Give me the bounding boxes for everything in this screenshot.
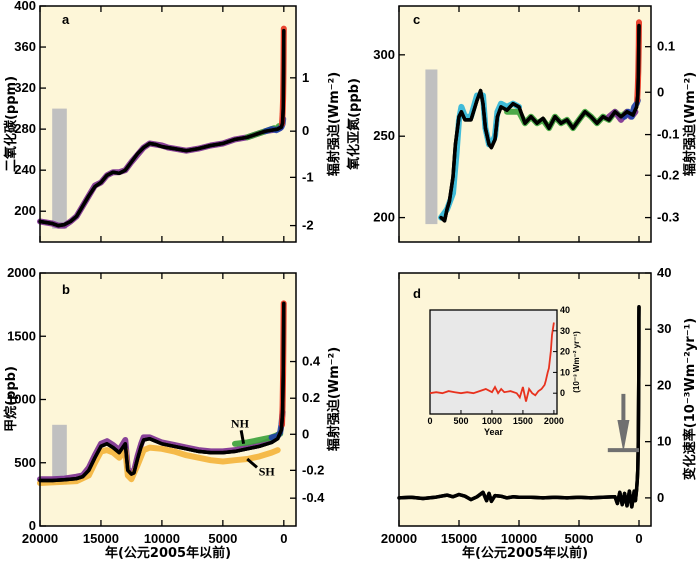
panel-b-y2tick-label: 0.2 — [302, 390, 320, 405]
panel-c-ylabel: 氧化亚氮(ppb) — [346, 78, 362, 171]
panel-b-ytick-label: 500 — [14, 455, 36, 470]
panel-d-y2tick-label: 10 — [657, 434, 671, 449]
inset-ylabel: (10⁻³ Wm⁻² yr⁻¹) — [572, 331, 581, 393]
panel-b-background — [40, 273, 296, 526]
panel-c-y2tick-label: 0 — [657, 84, 664, 99]
panel-a-y2tick-label: 1 — [302, 70, 309, 85]
panel-a-gray-bar — [52, 108, 67, 229]
panel-a-ylabel: 二氧化碳(ppm) — [3, 76, 19, 172]
panel-d-y2tick-label: 0 — [657, 490, 664, 505]
panel-a-ytick-label: 240 — [14, 162, 36, 177]
panel-b-xtick-label: 5000 — [208, 531, 237, 546]
panel-b-annotation: SH — [259, 464, 276, 478]
inset-ytick-label: 40 — [560, 305, 570, 315]
panel-d-y2tick-label: 30 — [657, 321, 671, 336]
panel-a-y2tick-label: -2 — [302, 218, 314, 233]
panel-a-ytick-label: 280 — [14, 121, 36, 136]
panel-d-xtick-label: 0 — [635, 531, 642, 546]
panel-d-arrow-head — [617, 419, 630, 453]
panel-b-letter: b — [62, 282, 70, 297]
panel-d-main-line — [398, 306, 641, 509]
inset-ytick-label: 10 — [560, 367, 570, 377]
panel-a-ytick-label: 320 — [14, 80, 36, 95]
inset-xtick-label: 1500 — [513, 416, 533, 426]
panel-c-y2tick-label: -0.1 — [657, 127, 679, 142]
panel-b-sh-pointer — [246, 457, 258, 469]
panel-a-main-line — [39, 30, 286, 228]
inset-xtick-label: 1000 — [482, 416, 502, 426]
panel-c-frame — [398, 5, 652, 243]
x-axis-label-left: 年(公元2005年以前) — [105, 545, 231, 561]
panel-d-frame — [398, 272, 652, 527]
panel-c-y2tick-label: -0.2 — [657, 167, 679, 182]
panel-a-y2tick-label: 0 — [302, 123, 309, 138]
inset-xtick-label: 2000 — [544, 416, 564, 426]
panel-b-y2tick-label: 0.4 — [302, 354, 321, 369]
panel-b-xtick-label: 10000 — [144, 531, 180, 546]
panel-a-frame — [39, 5, 297, 243]
panel-d-y2tick-label: 20 — [657, 377, 671, 392]
inset-series-red — [429, 322, 555, 402]
inset-xtick-label: 0 — [427, 416, 432, 426]
panel-b-ytick-label: 1000 — [7, 392, 36, 407]
panel-c-ytick-label: 200 — [373, 210, 395, 225]
panel-c-ytick-label: 250 — [373, 128, 395, 143]
panel-a-letter: a — [62, 12, 70, 27]
panel-b-ytick-label: 0 — [29, 518, 36, 533]
x-axis-label-right: 年(公元2005年以前) — [462, 545, 588, 561]
inset-ytick-label: 30 — [560, 326, 570, 336]
panel-c-ytick-label: 300 — [373, 47, 395, 62]
panel-c-y2tick-label: 0.1 — [657, 39, 675, 54]
panel-d-letter: d — [413, 286, 421, 301]
panel-c-main-line — [439, 25, 641, 223]
panel-a-background — [40, 6, 296, 242]
panel-b-nh-pointer — [239, 430, 246, 445]
panel-b-y2tick-label: -0.4 — [302, 490, 325, 505]
panel-c-gray-bar — [425, 69, 438, 225]
panel-a-ytick-label: 200 — [14, 203, 36, 218]
panel-b-y2tick-label: 0 — [302, 426, 309, 441]
panel-b-xtick-label: 20000 — [22, 531, 58, 546]
panel-b-xtick-label: 15000 — [83, 531, 119, 546]
panel-b-y2tick-label: -0.2 — [302, 462, 324, 477]
panel-d-xtick-label: 20000 — [381, 531, 417, 546]
inset-xtick-label: 500 — [453, 416, 468, 426]
inset-frame — [429, 309, 558, 415]
panel-b-y2label: 辐射强迫(Wm⁻²) — [326, 347, 342, 451]
panel-b-ytick-label: 2000 — [7, 265, 36, 280]
panel-a-y2label: 辐射强迫(Wm⁻²) — [326, 72, 342, 176]
inset-ytick-label: 20 — [560, 347, 570, 357]
panel-c-letter: c — [413, 12, 420, 27]
panel-b-main-line — [40, 303, 286, 483]
panel-a-ytick-label: 360 — [14, 39, 36, 54]
panel-d-xtick-label: 15000 — [441, 531, 477, 546]
panel-d-xtick-label: 10000 — [501, 531, 537, 546]
panel-b-ytick-label: 1500 — [7, 328, 36, 343]
panel-b-gray-bar — [52, 424, 67, 485]
panel-d-y2tick-label: 40 — [657, 265, 671, 280]
inset-xlabel: Year — [484, 427, 504, 437]
panel-c-y2label: 辐射强迫(Wm⁻²) — [682, 72, 698, 176]
panel-b-ylabel: 甲烷(ppb) — [3, 366, 19, 432]
panel-a-ytick-label: 400 — [14, 0, 36, 13]
panel-b-annotation: NH — [231, 416, 250, 430]
inset-ytick-label: 0 — [560, 388, 565, 398]
panel-d-xtick-label: 5000 — [565, 531, 594, 546]
panel-d-y2label: 变化速率(10⁻³Wm⁻²yr⁻¹) — [682, 318, 698, 480]
panel-c-y2tick-label: -0.3 — [657, 210, 679, 225]
panel-a-y2tick-label: -1 — [302, 169, 314, 184]
panel-b-xtick-label: 0 — [280, 531, 287, 546]
